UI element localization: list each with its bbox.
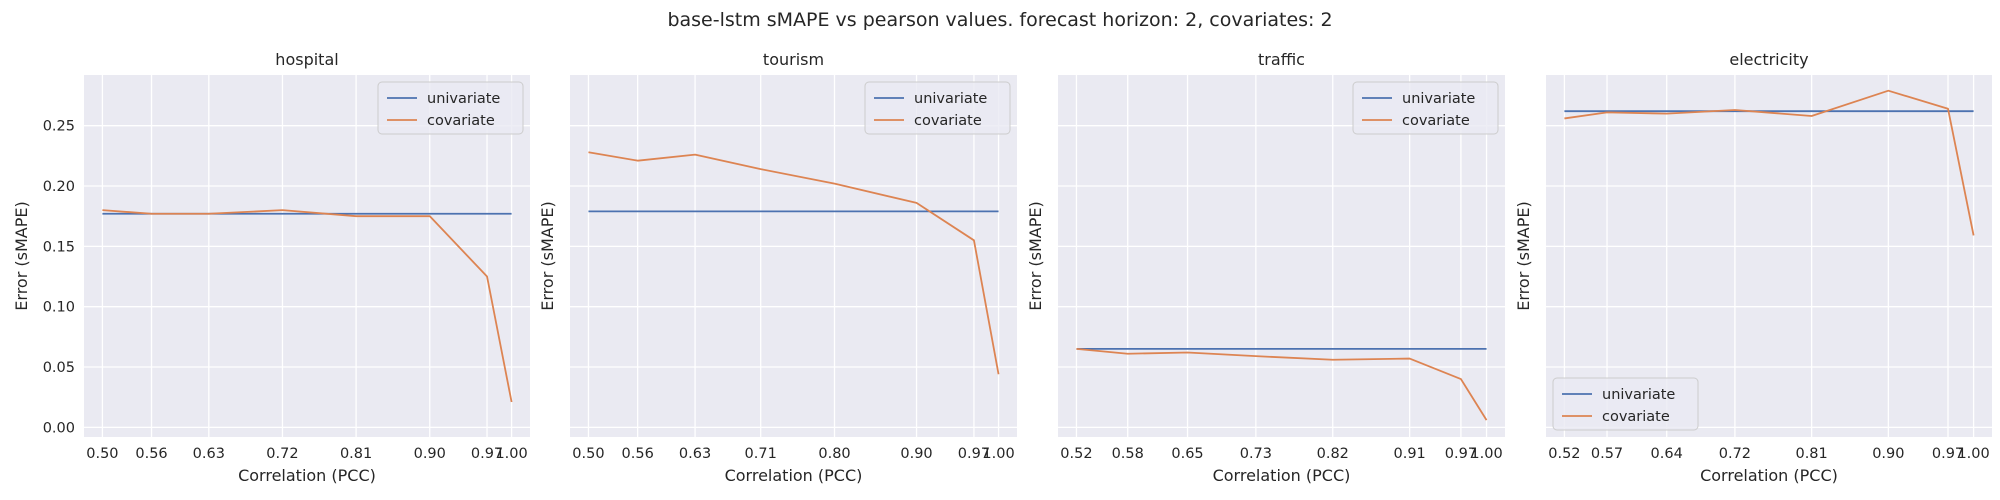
x-tick-label: 0.97 — [1445, 446, 1477, 462]
x-tick-label: 0.56 — [135, 446, 167, 462]
subplot-hospital: 0.00 0.05 0.10 0.15 0.20 0.25 0.50 0.56 0.63 0.72… — [12, 50, 530, 485]
x-tick-label: 0.90 — [900, 446, 932, 462]
x-tick-label: 0.90 — [1872, 446, 1904, 462]
subplot-traffic: 0.52 0.58 0.65 0.73 0.82 0.91 0.971.00 traffic C… — [1026, 50, 1505, 485]
x-axis-label: Correlation (PCC) — [238, 466, 376, 485]
legend-frame — [1552, 377, 1699, 431]
subplot-title: tourism — [763, 50, 824, 69]
x-tick-label: 0.90 — [414, 446, 446, 462]
x-tick-label: 0.73 — [1240, 446, 1272, 462]
figure-suptitle: base-lstm sMAPE vs pearson values. forec… — [667, 9, 1332, 31]
x-tick-label: 1.00 — [1957, 446, 1989, 462]
x-tick-label: 0.82 — [1317, 446, 1349, 462]
legend-label-covariate: covariate — [1602, 409, 1670, 425]
x-tick-label: 0.57 — [1591, 446, 1623, 462]
plot-area — [84, 75, 530, 437]
legend-label-covariate: covariate — [1402, 113, 1470, 129]
x-tick-label: 0.64 — [1651, 446, 1683, 462]
y-axis-label: Error (sMAPE) — [12, 201, 31, 310]
x-tick-label: 0.58 — [1112, 446, 1144, 462]
x-tick-label: 0.50 — [572, 446, 604, 462]
legend-frame — [1352, 81, 1499, 135]
x-tick-label: 0.81 — [1795, 446, 1827, 462]
legend: univariate covariate — [1352, 81, 1499, 135]
legend-frame — [377, 81, 524, 135]
y-tick-label: 0.10 — [43, 300, 75, 316]
series-line-covariate — [102, 209, 513, 403]
x-tick-label: 0.72 — [1719, 446, 1751, 462]
y-axis-label: Error (sMAPE) — [1026, 201, 1045, 310]
legend-frame — [864, 81, 1011, 135]
x-tick-label: 0.97 — [958, 446, 990, 462]
legend-label-covariate: covariate — [427, 113, 495, 129]
x-tick-label: 0.50 — [86, 446, 118, 462]
legend: univariate covariate — [864, 81, 1011, 135]
y-tick-label: 0.20 — [43, 179, 75, 195]
x-axis-label: Correlation (PCC) — [1700, 466, 1838, 485]
x-tick-label: 0.71 — [745, 446, 777, 462]
x-tick-label: 0.97 — [1932, 446, 1964, 462]
x-axis-label: Correlation (PCC) — [1213, 466, 1351, 485]
x-tick-label: 1.00 — [495, 446, 527, 462]
y-tick-label: 0.15 — [43, 239, 75, 255]
x-tick-label: 1.00 — [982, 446, 1014, 462]
x-tick-label: 0.56 — [622, 446, 654, 462]
x-tick-label: 1.00 — [1470, 446, 1502, 462]
plot-area — [1546, 75, 1992, 437]
x-tick-label: 0.97 — [471, 446, 503, 462]
legend-label-univariate: univariate — [914, 91, 987, 107]
x-tick-label: 0.80 — [818, 446, 850, 462]
series-line-covariate — [1564, 89, 1975, 236]
legend-label-univariate: univariate — [1602, 387, 1675, 403]
subplot-title: electricity — [1729, 50, 1808, 69]
subplot-title: traffic — [1258, 50, 1305, 69]
plot-area — [570, 75, 1017, 437]
x-tick-label: 0.52 — [1060, 446, 1092, 462]
x-tick-label: 0.91 — [1394, 446, 1426, 462]
x-tick-label: 0.81 — [340, 446, 372, 462]
legend-label-covariate: covariate — [914, 113, 982, 129]
y-tick-label: 0.05 — [43, 360, 75, 376]
y-axis-label: Error (sMAPE) — [1514, 201, 1533, 310]
y-axis-label: Error (sMAPE) — [538, 201, 557, 310]
legend: univariate covariate — [377, 81, 524, 135]
subplot-title: hospital — [275, 50, 338, 69]
x-tick-label: 0.72 — [266, 446, 298, 462]
y-tick-label: 0.00 — [43, 420, 75, 436]
legend: univariate covariate — [1552, 377, 1699, 431]
x-tick-label: 0.52 — [1548, 446, 1580, 462]
subplot-tourism: 0.50 0.56 0.63 0.71 0.80 0.90 0.971.00 tourism C… — [538, 50, 1017, 485]
legend-label-univariate: univariate — [1402, 91, 1475, 107]
x-tick-label: 0.63 — [679, 446, 711, 462]
series-line-covariate — [1076, 348, 1488, 421]
y-tick-label: 0.25 — [43, 119, 75, 135]
x-axis-label: Correlation (PCC) — [725, 466, 863, 485]
x-tick-label: 0.65 — [1171, 446, 1203, 462]
subplot-electricity: 0.52 0.57 0.64 0.72 0.81 0.90 0.971.00 electric… — [1514, 50, 1992, 485]
plot-area — [1058, 75, 1505, 437]
legend-label-univariate: univariate — [427, 91, 500, 107]
x-tick-label: 0.63 — [193, 446, 225, 462]
series-line-covariate — [588, 151, 1000, 375]
